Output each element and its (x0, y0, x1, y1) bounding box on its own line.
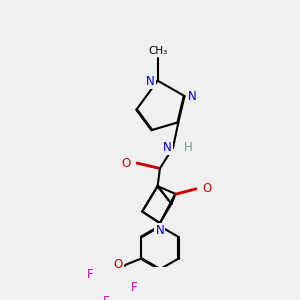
Text: O: O (113, 258, 123, 271)
Text: O: O (202, 182, 212, 195)
Text: N: N (146, 75, 154, 88)
Text: F: F (87, 268, 94, 281)
Text: O: O (122, 157, 131, 169)
Text: F: F (131, 281, 138, 294)
Text: N: N (155, 224, 164, 237)
Text: F: F (103, 295, 109, 300)
Text: CH₃: CH₃ (148, 46, 167, 56)
Text: H: H (184, 141, 193, 154)
Text: N: N (163, 141, 172, 154)
Text: N: N (188, 90, 196, 103)
